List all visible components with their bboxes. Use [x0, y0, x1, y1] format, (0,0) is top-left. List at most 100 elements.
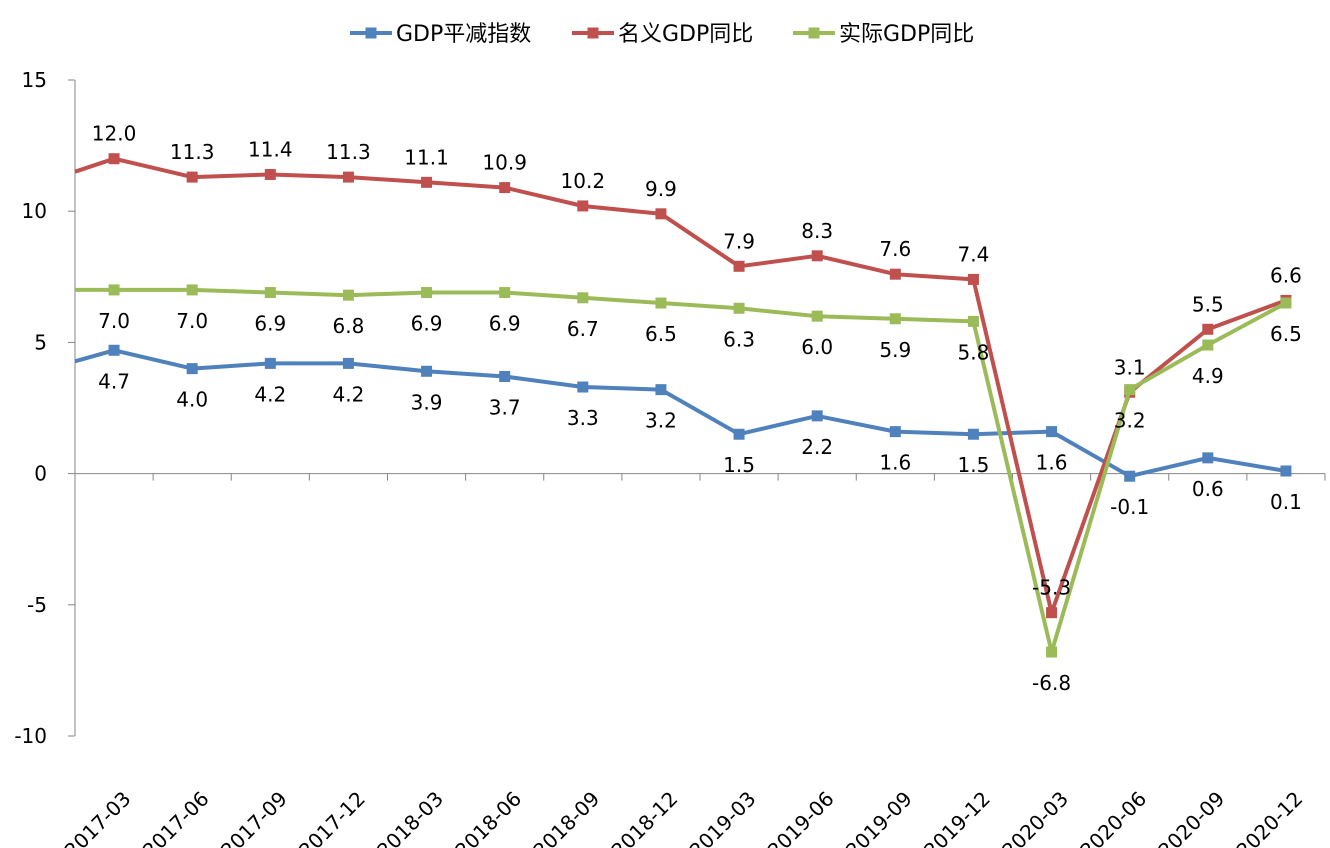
x-tick-label: 2020-09: [1153, 787, 1229, 848]
data-label: 12.0: [92, 122, 137, 146]
data-label: 11.3: [170, 140, 215, 164]
data-point: [421, 365, 433, 377]
legend-label: GDP平减指数: [396, 22, 531, 47]
data-label: 3.2: [1114, 409, 1146, 433]
data-label: 6.9: [489, 312, 521, 336]
data-point: [186, 284, 198, 296]
data-point: [967, 315, 979, 327]
x-tick-label: 2020-06: [1075, 787, 1151, 848]
legend-item: 实际GDP同比: [793, 22, 974, 47]
data-label: 7.9: [723, 229, 755, 253]
legend-marker: [587, 27, 599, 39]
data-point: [1124, 384, 1136, 396]
data-point: [108, 153, 120, 165]
data-label: 1.5: [958, 453, 990, 477]
data-label: 10.2: [561, 169, 606, 193]
data-label: 0.1: [1270, 490, 1302, 514]
data-label: -5.3: [1032, 576, 1071, 600]
data-point: [108, 284, 120, 296]
data-point: [967, 273, 979, 285]
data-point: [342, 171, 354, 183]
series-line: [113, 348, 1287, 479]
y-tick-label: 15: [22, 68, 47, 92]
data-label: 11.3: [326, 140, 371, 164]
data-label: 10.9: [482, 151, 527, 175]
legend: GDP平减指数 名义GDP同比 实际GDP同比: [350, 22, 974, 47]
legend-label: 名义GDP同比: [618, 22, 753, 47]
data-label: 4.0: [176, 388, 208, 412]
data-point: [733, 428, 745, 440]
data-label: 3.1: [1114, 355, 1146, 379]
data-point: [1202, 339, 1214, 351]
x-tick-label: 2020-12: [1231, 787, 1307, 848]
data-label: 3.9: [411, 390, 443, 414]
data-point: [655, 384, 667, 396]
y-tick-label: 5: [34, 330, 47, 354]
series-3: [75, 284, 1292, 658]
data-label: 5.5: [1192, 292, 1224, 316]
legend-marker: [808, 27, 820, 39]
data-point: [342, 289, 354, 301]
x-tick-label: 2017-09: [216, 787, 292, 848]
data-label: 11.4: [248, 137, 293, 161]
legend-marker: [365, 27, 377, 39]
data-point: [889, 426, 901, 438]
series-line: [113, 156, 1287, 615]
data-label: -6.8: [1032, 671, 1071, 695]
x-tick-label: 2017-06: [138, 787, 214, 848]
series-layer: [74, 153, 1292, 658]
data-label: 5.9: [879, 338, 911, 362]
data-point: [421, 287, 433, 299]
data-label: 1.6: [879, 451, 911, 475]
data-point: [655, 208, 667, 220]
data-point: [811, 250, 823, 262]
x-tick-label: 2018-12: [606, 787, 682, 848]
x-tick-label: 2017-12: [294, 787, 370, 848]
data-label: 8.3: [801, 219, 833, 243]
data-point: [811, 410, 823, 422]
data-label: 4.7: [98, 369, 130, 393]
x-tick-label: 2018-03: [372, 787, 448, 848]
data-point: [577, 292, 589, 304]
data-point: [421, 176, 433, 188]
data-label: 7.4: [958, 242, 990, 266]
x-tick-label: 2019-09: [841, 787, 917, 848]
data-point: [1280, 297, 1292, 309]
data-label: 4.2: [254, 382, 286, 406]
data-point: [342, 357, 354, 369]
data-label: 0.6: [1192, 477, 1224, 501]
data-point: [889, 313, 901, 325]
data-label: 6.9: [411, 312, 443, 336]
legend-item: GDP平减指数: [350, 22, 531, 47]
series-line-leadin: [74, 348, 115, 364]
data-label: 2.2: [801, 435, 833, 459]
series-1: [74, 344, 1292, 482]
data-label: 6.5: [1270, 322, 1302, 346]
data-point: [499, 182, 511, 194]
data-point: [577, 381, 589, 393]
data-point: [1046, 646, 1058, 658]
legend-label: 实际GDP同比: [839, 22, 974, 47]
data-label: 4.2: [333, 382, 365, 406]
y-tick-label: -5: [27, 593, 47, 617]
data-point: [811, 310, 823, 322]
data-point: [499, 287, 511, 299]
data-label: 6.8: [333, 314, 365, 338]
data-label: 11.1: [404, 145, 449, 169]
data-point: [1046, 426, 1058, 438]
data-label: 7.6: [879, 237, 911, 261]
data-point: [733, 302, 745, 314]
x-tick-label: 2018-09: [528, 787, 604, 848]
data-point: [1046, 607, 1058, 619]
x-tick-label: 2019-03: [685, 787, 761, 848]
data-label: 6.3: [723, 327, 755, 351]
data-point: [1124, 470, 1136, 482]
data-label: 7.0: [176, 309, 208, 333]
data-label: 4.9: [1192, 364, 1224, 388]
x-tick-label: 2018-06: [450, 787, 526, 848]
data-point: [967, 428, 979, 440]
x-tick-label: 2019-12: [919, 787, 995, 848]
data-point: [499, 371, 511, 383]
data-point: [1280, 465, 1292, 477]
